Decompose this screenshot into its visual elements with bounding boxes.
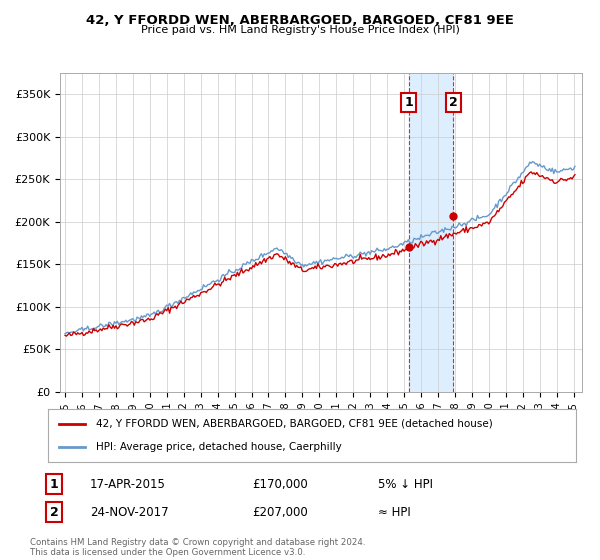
Text: 2: 2 <box>50 506 58 519</box>
Text: £207,000: £207,000 <box>252 506 308 519</box>
Text: Price paid vs. HM Land Registry's House Price Index (HPI): Price paid vs. HM Land Registry's House … <box>140 25 460 35</box>
Text: £170,000: £170,000 <box>252 478 308 491</box>
Bar <box>409 73 453 392</box>
Text: ≈ HPI: ≈ HPI <box>378 506 411 519</box>
Text: Contains HM Land Registry data © Crown copyright and database right 2024.
This d: Contains HM Land Registry data © Crown c… <box>30 538 365 557</box>
Text: 42, Y FFORDD WEN, ABERBARGOED, BARGOED, CF81 9EE (detached house): 42, Y FFORDD WEN, ABERBARGOED, BARGOED, … <box>95 419 492 429</box>
Text: HPI: Average price, detached house, Caerphilly: HPI: Average price, detached house, Caer… <box>95 442 341 452</box>
Text: 1: 1 <box>50 478 58 491</box>
Text: 2: 2 <box>449 96 458 109</box>
Text: 24-NOV-2017: 24-NOV-2017 <box>90 506 169 519</box>
Text: 5% ↓ HPI: 5% ↓ HPI <box>378 478 433 491</box>
Text: 17-APR-2015: 17-APR-2015 <box>90 478 166 491</box>
Text: 1: 1 <box>404 96 413 109</box>
Text: 42, Y FFORDD WEN, ABERBARGOED, BARGOED, CF81 9EE: 42, Y FFORDD WEN, ABERBARGOED, BARGOED, … <box>86 14 514 27</box>
